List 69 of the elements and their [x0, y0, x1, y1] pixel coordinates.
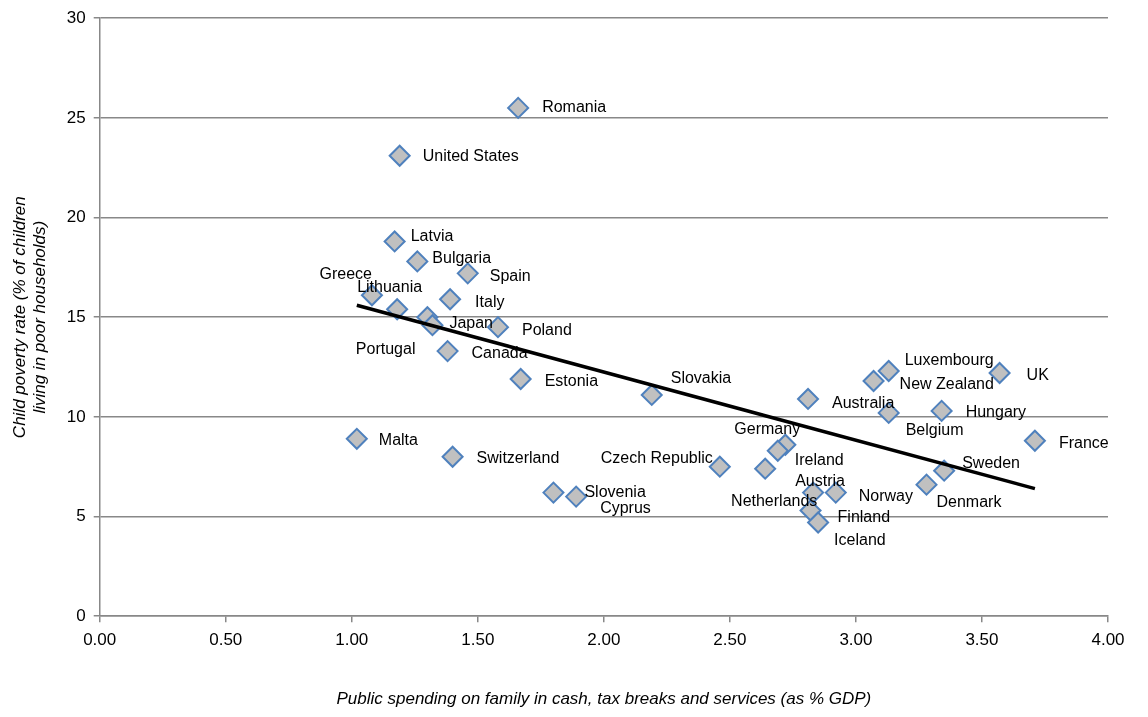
annotation: Italy	[475, 292, 505, 310]
annotation: Latvia	[410, 226, 454, 244]
x-tick-label: 3.00	[839, 630, 873, 650]
point	[877, 360, 900, 383]
annotation: Austria	[795, 472, 846, 490]
y-tick-label: 0	[76, 605, 86, 625]
annotation: Belgium	[905, 421, 964, 439]
y-axis-title: Child poverty rate (% of children living in poor households)	[9, 196, 50, 439]
annotation: United States	[422, 147, 519, 165]
x-tick-label: 1.50	[461, 630, 495, 650]
point	[797, 387, 820, 410]
point	[436, 340, 459, 363]
annotation: Denmark	[936, 493, 1003, 511]
point	[915, 473, 938, 496]
annotation: Australia	[832, 394, 895, 412]
annotation: Luxembourg	[904, 351, 994, 369]
annotation: Cyprus	[600, 499, 651, 517]
annotation: Spain	[489, 266, 531, 284]
annotation: Japan	[449, 313, 493, 331]
annotation: Romania	[542, 98, 607, 116]
annotation: Norway	[858, 487, 913, 505]
annotation: Estonia	[544, 372, 599, 390]
annotation: Poland	[521, 320, 572, 338]
point	[441, 445, 464, 468]
x-tick-label: 1.00	[335, 630, 369, 650]
point	[640, 383, 663, 406]
x-tick-label: 0.50	[209, 630, 243, 650]
annotation: Slovenia	[584, 483, 646, 501]
x-tick-label: 3.50	[965, 630, 999, 650]
annotation: Germany	[734, 420, 801, 438]
x-tick-label: 2.00	[587, 630, 621, 650]
point	[388, 144, 411, 167]
x-axis-title: Public spending on family in cash, tax breaks and services (as % GDP)	[336, 688, 872, 708]
annotation: Slovakia	[670, 369, 732, 387]
y-tick-label: 20	[66, 207, 86, 227]
point	[507, 96, 530, 119]
point	[439, 288, 462, 311]
annotation: Finland	[837, 507, 891, 525]
point	[930, 399, 953, 422]
y-tick-label: 25	[66, 107, 86, 127]
point	[542, 481, 565, 504]
annotation: Switzerland	[476, 449, 560, 467]
y-tick-label: 30	[66, 7, 86, 27]
x-tick-label: 4.00	[1091, 630, 1125, 650]
x-tick-label: 0.00	[83, 630, 117, 650]
annotation: Iceland	[834, 530, 886, 548]
annotation: Sweden	[962, 454, 1020, 472]
x-tick-label: 2.50	[713, 630, 747, 650]
annotation: Ireland	[794, 451, 844, 469]
point	[509, 367, 532, 390]
y-tick-label: 15	[66, 306, 86, 326]
annotation: Hungary	[965, 403, 1027, 421]
point	[807, 511, 830, 534]
annotation: France	[1058, 434, 1109, 452]
annotation: UK	[1026, 366, 1050, 384]
annotation: Bulgaria	[432, 248, 492, 266]
point	[862, 369, 885, 392]
point	[1023, 429, 1046, 452]
point	[383, 230, 406, 253]
annotation: Czech Republic	[600, 449, 713, 467]
annotation: Portugal	[355, 339, 416, 357]
point	[345, 427, 368, 450]
y-tick-label: 10	[66, 406, 86, 426]
annotation: Malta	[378, 431, 419, 449]
point	[766, 439, 789, 462]
y-tick-label: 5	[76, 506, 86, 526]
point	[406, 250, 429, 273]
point	[754, 457, 777, 480]
annotation: New Zealand	[899, 375, 994, 393]
